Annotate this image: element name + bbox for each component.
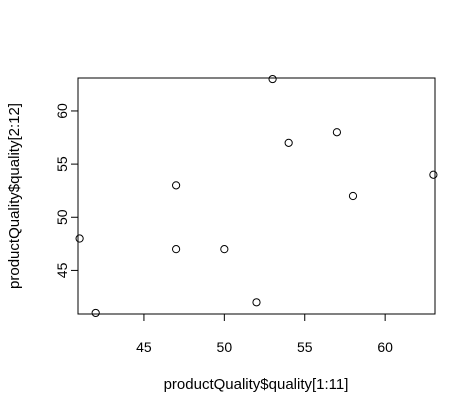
data-point [268,74,277,84]
data-point [284,138,293,147]
plot-box [77,77,436,315]
x-tick-label: 50 [217,339,233,355]
x-tick-label: 60 [377,339,393,355]
data-point [429,170,438,179]
y-tick-label: 50 [54,209,70,225]
x-tick-label: 55 [297,339,313,355]
x-axis: 45 50 55 60 [136,313,393,355]
data-points [75,74,438,318]
data-point [75,234,84,243]
data-point [220,245,229,254]
y-axis: 45 50 55 60 [54,103,79,278]
data-point [171,181,181,190]
x-axis-title: productQuality$quality[1:11] [164,376,349,393]
data-point [332,128,342,137]
x-tick-label: 45 [136,339,152,355]
y-tick-label: 55 [54,156,70,172]
data-point [91,308,100,318]
data-point [171,245,181,254]
y-tick-label: 60 [54,103,70,119]
y-axis-title: productQuality$quality[2:12] [6,103,23,289]
data-point [252,298,261,307]
data-point [348,191,358,201]
y-tick-label: 45 [54,262,70,278]
